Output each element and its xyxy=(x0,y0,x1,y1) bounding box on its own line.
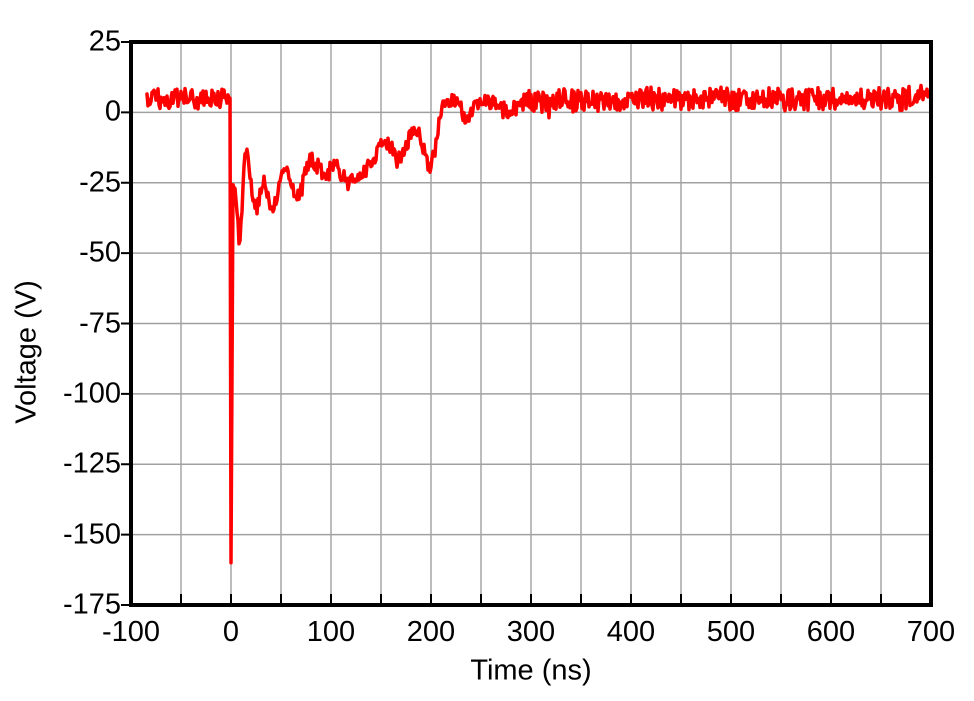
y-axis-title: Voltage (V) xyxy=(10,280,43,424)
x-axis-tick-label: 700 xyxy=(906,616,956,648)
y-axis-tick-label: -50 xyxy=(79,236,121,269)
voltage-trace xyxy=(145,83,930,565)
x-axis-tick-label: -100 xyxy=(101,616,161,648)
x-axis-tick-label: 100 xyxy=(306,616,356,648)
x-axis-tick-label: 0 xyxy=(222,616,240,648)
x-axis-tick-label: 200 xyxy=(406,616,456,648)
y-axis-tick-label: -25 xyxy=(79,166,121,199)
x-axis-title: Time (ns) xyxy=(470,654,592,687)
grid-lines xyxy=(131,42,931,605)
y-axis-tick-label: -75 xyxy=(79,307,121,339)
x-axis-tick-label: 300 xyxy=(506,616,556,648)
y-axis-tick-label: -150 xyxy=(62,518,121,551)
voltage-trace-line xyxy=(145,83,930,565)
plot-frame xyxy=(129,40,933,607)
y-axis-tick-label: -125 xyxy=(62,447,121,480)
x-axis-tick-label: 400 xyxy=(606,616,656,648)
x-axis-tick-label: 600 xyxy=(806,616,856,648)
y-axis-tick-label: 0 xyxy=(104,95,121,128)
y-axis-tick-label: -100 xyxy=(62,377,121,410)
y-axis-tick-label: -175 xyxy=(62,588,121,621)
y-axis-tick-label: 25 xyxy=(88,25,121,58)
axis-tick-marks xyxy=(121,41,932,606)
x-axis-tick-label: 500 xyxy=(706,616,756,648)
